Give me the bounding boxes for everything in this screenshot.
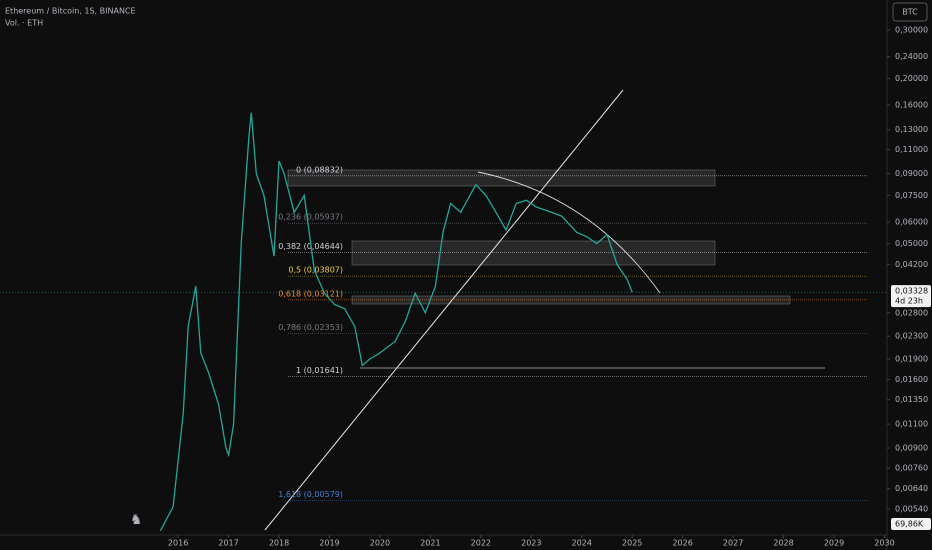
chart-title: Ethereum / Bitcoin, 1S, BINANCE: [5, 7, 136, 16]
y-tick-label: 0,01100: [895, 420, 928, 429]
x-tick-label: 2024: [572, 539, 592, 548]
x-tick-label: 2027: [723, 539, 743, 548]
fib-label: 1 (0,01641): [296, 366, 343, 375]
y-tick-label: 0,13000: [895, 125, 928, 134]
y-tick-label: 0,11000: [895, 145, 928, 154]
fib-label: 0,786 (0,02353): [278, 323, 343, 332]
y-tick-label: 0,00760: [895, 464, 928, 473]
y-tick-label: 0,24000: [895, 52, 928, 61]
y-tick-label: 0,09000: [895, 169, 928, 178]
x-tick-label: 2022: [471, 539, 491, 548]
y-tick-label: 0,02300: [895, 332, 928, 341]
price-line: [159, 112, 633, 532]
y-tick-label: 0,01600: [895, 375, 928, 384]
arc-line: [477, 171, 661, 294]
x-tick-label: 2030: [874, 539, 894, 548]
y-tick-label: 0,01900: [895, 354, 928, 363]
y-tick-label: 0,16000: [895, 100, 928, 109]
x-tick-label: 2023: [521, 539, 541, 548]
fib-label: 0,236 (0,05937): [278, 213, 343, 222]
logo: ♞: [130, 512, 143, 528]
y-tick-label: 0,06000: [895, 217, 928, 226]
trend-line: [264, 89, 624, 531]
last-price-box: [891, 285, 931, 308]
currency-button-label[interactable]: BTC: [902, 8, 918, 17]
currency-button[interactable]: [892, 2, 928, 22]
last-price-label: 0,03328: [895, 287, 928, 296]
zone-box: [351, 240, 716, 266]
y-tick-label: 0,04200: [895, 260, 928, 269]
volume-label: 69,86K: [895, 520, 924, 529]
chart-subtitle: Vol. · ETH: [5, 19, 43, 28]
volume-box: [891, 518, 931, 530]
x-tick-label: 2019: [319, 539, 339, 548]
x-tick-label: 2026: [672, 539, 692, 548]
x-tick-label: 2018: [269, 539, 289, 548]
x-tick-label: 2021: [420, 539, 440, 548]
x-tick-label: 2029: [824, 539, 844, 548]
x-tick-label: 2017: [218, 539, 238, 548]
x-tick-label: 2025: [622, 539, 642, 548]
fib-label: 0 (0,08832): [296, 165, 343, 174]
countdown-label: 4d 23h: [895, 297, 923, 306]
y-tick-label: 0,30000: [895, 26, 928, 35]
x-tick-label: 2028: [773, 539, 793, 548]
y-tick-label: 0,05000: [895, 239, 928, 248]
y-tick-label: 0,07500: [895, 191, 928, 200]
y-tick-label: 0,00640: [895, 484, 928, 493]
fib-label: 1,618 (0,00579): [278, 490, 343, 499]
y-tick-label: 0,20000: [895, 74, 928, 83]
y-tick-label: 0,01350: [895, 395, 928, 404]
fib-label: 0,5 (0,03807): [288, 266, 343, 275]
y-tick-label: 0,00540: [895, 504, 928, 513]
fib-label: 0,618 (0,03121): [278, 289, 343, 298]
y-tick-label: 0,00900: [895, 444, 928, 453]
y-tick-label: 0,02800: [895, 308, 928, 317]
x-tick-label: 2020: [370, 539, 390, 548]
x-tick-label: 2016: [168, 539, 188, 548]
